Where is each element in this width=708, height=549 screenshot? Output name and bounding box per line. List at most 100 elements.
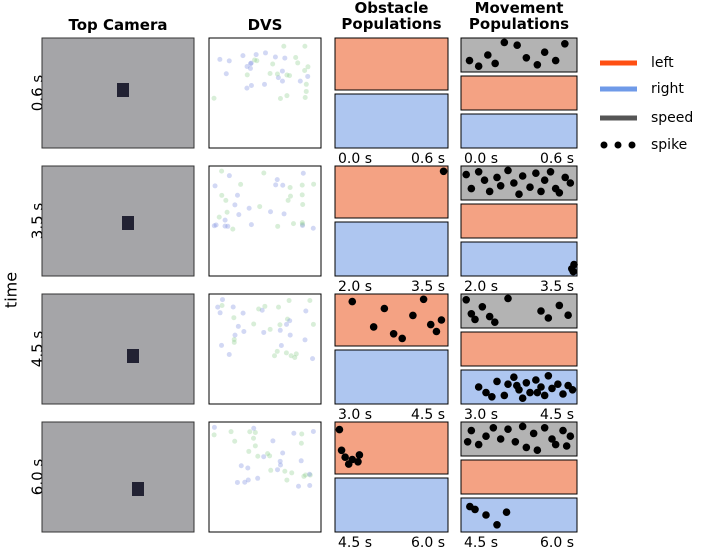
population-band <box>460 203 578 239</box>
dvs-event <box>280 450 286 456</box>
camera-image <box>41 165 195 277</box>
spike <box>562 442 571 450</box>
dvs-event <box>299 192 305 198</box>
dvs-event <box>240 53 246 59</box>
spike <box>554 380 562 389</box>
dvs-event <box>287 185 293 191</box>
dvs-event <box>284 93 290 99</box>
dvs-event <box>251 425 257 431</box>
dvs-event <box>288 353 294 359</box>
dvs-event <box>256 306 262 312</box>
spike <box>341 453 349 462</box>
spike <box>537 307 545 315</box>
dvs-event <box>287 332 293 338</box>
x-tick-label: 3.0 s <box>464 407 498 423</box>
spike <box>569 267 578 276</box>
dvs-event <box>281 43 287 49</box>
dvs-event <box>283 350 289 356</box>
spike <box>504 425 512 434</box>
dvs-event <box>305 64 311 70</box>
dvs-event <box>281 211 287 217</box>
spike <box>529 429 538 438</box>
dvs-event <box>280 182 286 188</box>
spike <box>559 426 567 435</box>
dvs-event <box>291 430 297 436</box>
dvs-event <box>245 477 251 483</box>
spike <box>462 170 471 179</box>
spike <box>515 190 523 198</box>
x-tick-label: 2.0 s <box>338 279 372 295</box>
spike <box>544 314 553 322</box>
legend-swatch <box>614 141 622 149</box>
dvs-event <box>274 348 280 354</box>
spike <box>511 438 520 446</box>
dvs-event <box>272 54 278 60</box>
dvs-event <box>255 475 261 481</box>
dvs-event <box>244 85 250 91</box>
dvs-event <box>248 82 254 88</box>
dvs-event <box>287 73 293 79</box>
spike <box>474 383 483 391</box>
dvs-event <box>284 316 290 322</box>
dvs-event <box>219 297 225 303</box>
legend-swatch <box>600 141 608 149</box>
dvs-event <box>219 342 225 348</box>
dvs-event <box>303 308 309 314</box>
spike <box>496 435 505 443</box>
dvs-event <box>240 310 246 316</box>
x-tick-label: 4.5 s <box>464 535 498 549</box>
dvs-event <box>232 202 238 208</box>
x-tick-label: 6.0 s <box>540 535 574 549</box>
dvs-event <box>247 429 253 435</box>
dvs-event <box>267 326 273 332</box>
spike <box>380 304 389 313</box>
population-band <box>460 293 578 329</box>
spike <box>500 391 509 400</box>
spike <box>561 173 569 182</box>
dvs-event <box>232 332 238 338</box>
x-tick-label: 0.6 s <box>411 151 445 167</box>
spike <box>518 422 527 431</box>
x-tick-label: 3.5 s <box>411 279 445 295</box>
spike <box>504 294 512 303</box>
spike <box>480 176 489 184</box>
dvs-event <box>232 438 238 444</box>
spike <box>369 323 378 331</box>
dvs-event <box>305 73 311 79</box>
dvs-event <box>303 88 309 94</box>
dvs-frame <box>208 293 322 405</box>
dvs-event <box>222 223 228 229</box>
x-tick-label: 2.0 s <box>464 279 498 295</box>
dvs-frame <box>208 37 322 149</box>
dvs-event <box>295 60 301 66</box>
dvs-event <box>261 329 267 335</box>
spike <box>568 386 577 394</box>
dvs-event <box>310 225 316 231</box>
dvs-event <box>213 222 219 228</box>
spike <box>493 521 501 529</box>
dvs-event <box>300 170 306 176</box>
spike <box>540 424 549 432</box>
spike <box>348 297 357 306</box>
spike <box>570 260 578 269</box>
spike <box>540 391 549 400</box>
dvs-event <box>303 81 309 87</box>
dvs-event <box>279 68 285 74</box>
legend-label: left <box>651 55 674 71</box>
dvs-event <box>231 336 237 342</box>
dvs-event <box>248 61 254 67</box>
population-band <box>334 165 449 219</box>
y-axis-label: time <box>2 272 21 308</box>
spike <box>462 296 471 304</box>
dvs-event <box>245 465 251 471</box>
dvs-event <box>279 78 285 84</box>
dvs-event <box>254 58 260 64</box>
dvs-event <box>212 183 218 189</box>
dvs-event <box>282 55 288 61</box>
spike <box>348 455 357 464</box>
spike <box>398 334 407 343</box>
column-title: Movement Populations <box>468 0 570 33</box>
population-band <box>334 421 449 475</box>
spike <box>502 508 511 516</box>
spike <box>437 316 446 324</box>
